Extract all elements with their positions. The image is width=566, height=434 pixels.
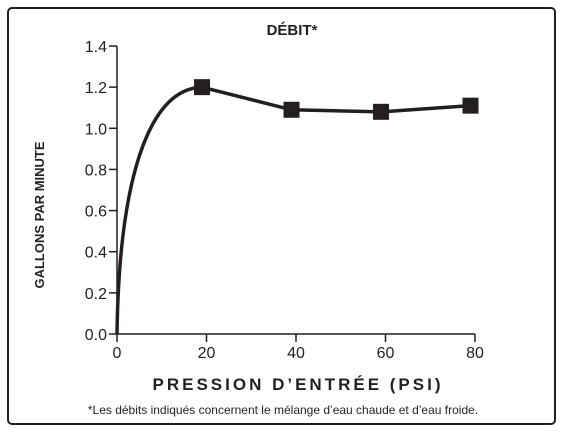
y-tick-label: 1.4 [85, 39, 107, 56]
x-tick-label: 20 [198, 345, 216, 362]
x-axis-label: PRESSION D’ENTRÉE (PSI) [153, 375, 444, 394]
x-tick-label: 80 [466, 345, 484, 362]
data-point [283, 101, 300, 118]
x-tick-label: 60 [377, 345, 395, 362]
y-tick-label: 0.8 [85, 162, 107, 179]
chart-title: DÉBIT* [267, 22, 318, 39]
y-axis-label: GALLONS PAR MINUTE [32, 141, 47, 288]
footnote: *Les débits indiqués concernent le mélan… [88, 403, 478, 417]
y-tick-label: 0.6 [85, 204, 107, 221]
data-point [373, 103, 390, 120]
flow-line [115, 85, 471, 335]
x-tick-label: 0 [113, 345, 122, 362]
y-tick-label: 0.0 [85, 327, 107, 344]
y-tick-label: 0.2 [85, 286, 107, 303]
chart-frame [7, 7, 556, 425]
y-tick-label: 1.2 [85, 80, 107, 97]
data-point [194, 79, 211, 96]
x-tick-label: 40 [287, 345, 305, 362]
y-ticks: 0.0 0.2 0.4 0.6 0.8 1.0 1.2 1.4 [85, 39, 117, 344]
data-markers [194, 79, 479, 120]
y-tick-label: 1.0 [85, 121, 107, 138]
data-point [462, 97, 479, 114]
y-tick-label: 0.4 [85, 245, 107, 262]
x-ticks: 0 20 40 60 80 [113, 334, 484, 362]
